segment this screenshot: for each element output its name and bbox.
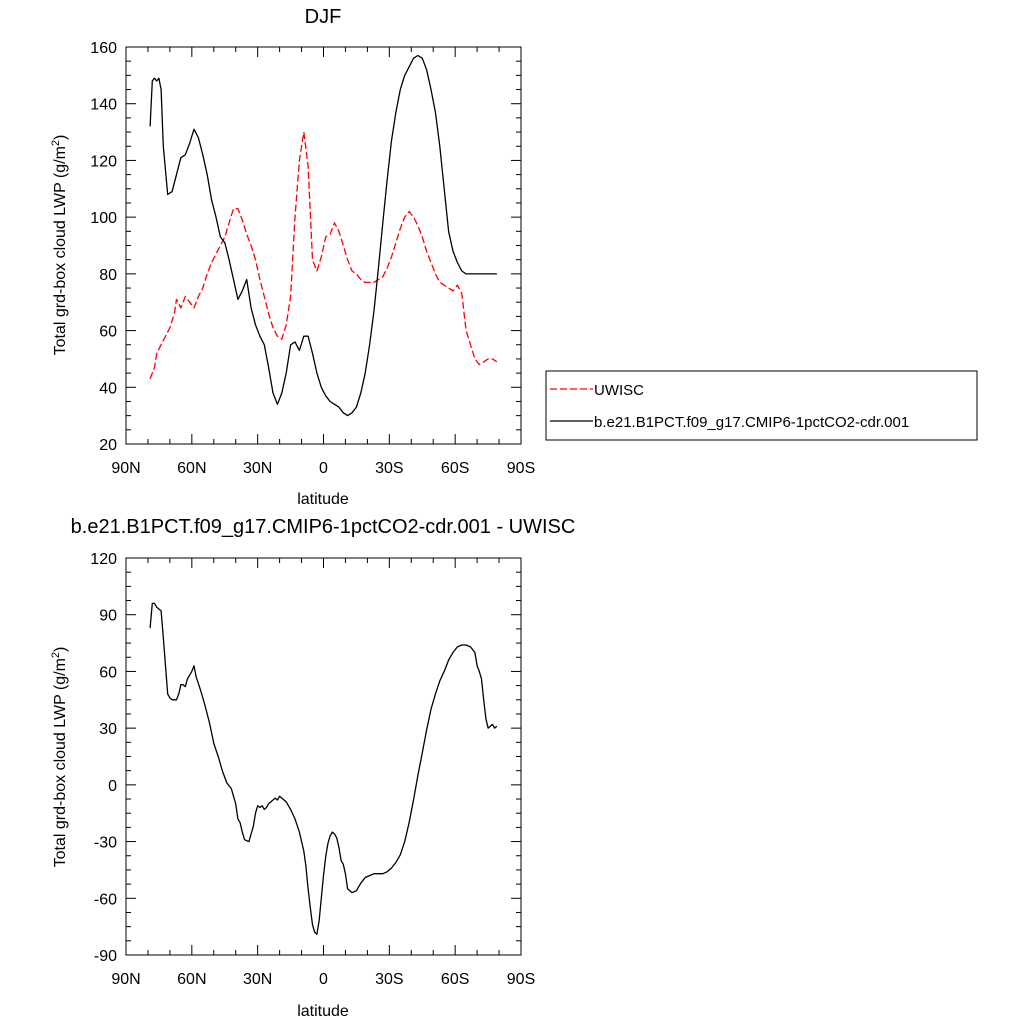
top-y-tick-label: 20 [99, 437, 117, 454]
bottom-chart-title: b.e21.B1PCT.f09_g17.CMIP6-1pctCO2-cdr.00… [71, 516, 576, 538]
bottom-y-tick-label: 60 [99, 664, 117, 681]
bottom-y-tick-label: -60 [94, 891, 117, 908]
legend-label-model: b.e21.B1PCT.f09_g17.CMIP6-1pctCO2-cdr.00… [594, 414, 909, 431]
top-y-tick-label: 160 [90, 40, 117, 57]
bottom-y-tick-label: -30 [94, 835, 117, 852]
bottom-y-tick-label: 120 [90, 551, 117, 568]
bottom-x-axis-label: latitude [297, 1003, 349, 1020]
bottom-series-line-series-0 [149, 602, 498, 935]
top-y-axis-label-end: ) [52, 135, 69, 140]
top-axis-ticks: 90N 60N 30N 0 30S 60S 90S 20 40 60 80 100 120 140 160 [90, 40, 535, 477]
top-y-axis-label-superscript: 2 [50, 140, 62, 146]
top-x-tick-label: 60N [177, 460, 206, 477]
top-x-tick-label: 30S [375, 460, 403, 477]
bottom-series-group [149, 602, 498, 935]
bottom-y-tick-label: 30 [99, 721, 117, 738]
legend: UWISC b.e21.B1PCT.f09_g17.CMIP6-1pctCO2-… [545, 370, 978, 441]
bottom-y-tick-label: 90 [99, 608, 117, 625]
bottom-x-tick-label: 90N [111, 971, 140, 988]
top-x-tick-label: 90N [111, 460, 140, 477]
top-y-tick-label: 80 [99, 267, 117, 284]
bottom-plot-frame [125, 557, 522, 956]
legend-box [545, 370, 978, 441]
bottom-y-axis-label-end: ) [52, 647, 69, 652]
legend-label-uwisc: UWISC [594, 382, 644, 399]
bottom-line-chart: b.e21.B1PCT.f09_g17.CMIP6-1pctCO2-cdr.00… [50, 516, 575, 1020]
top-y-axis-label: Total grd-box cloud LWP (g/m2) [50, 135, 69, 356]
top-x-axis-label: latitude [297, 491, 349, 508]
bottom-y-axis-label-superscript: 2 [50, 652, 62, 658]
bottom-y-tick-label: 0 [108, 778, 117, 795]
top-y-tick-label: 60 [99, 324, 117, 341]
top-x-tick-label: 60S [441, 460, 469, 477]
top-y-tick-label: 120 [90, 153, 117, 170]
bottom-y-axis-label-main: Total grd-box cloud LWP (g/m [52, 658, 69, 867]
top-series-line-uwisc [149, 131, 498, 380]
top-y-tick-label: 100 [90, 210, 117, 227]
top-x-tick-label: 30N [243, 460, 272, 477]
top-chart-title: DJF [305, 6, 342, 28]
top-line-chart: DJF 90N 60N 30N 0 30S 60S 90S 20 40 60 80 100 120 140… [50, 6, 535, 508]
bottom-x-tick-label: 30N [243, 971, 272, 988]
top-y-tick-label: 140 [90, 97, 117, 114]
bottom-y-tick-label: -90 [94, 948, 117, 965]
top-y-tick-label: 40 [99, 380, 117, 397]
top-series-line-b-e21-b1pct-f09-g17-cmip6-1pctco2-cdr-001 [149, 54, 497, 417]
bottom-x-tick-label: 60N [177, 971, 206, 988]
top-x-tick-label: 90S [507, 460, 535, 477]
bottom-x-tick-label: 30S [375, 971, 403, 988]
top-x-tick-label: 0 [319, 460, 328, 477]
top-y-axis-label-main: Total grd-box cloud LWP (g/m [52, 146, 69, 355]
bottom-x-tick-label: 60S [441, 971, 469, 988]
bottom-y-axis-label: Total grd-box cloud LWP (g/m2) [50, 647, 69, 868]
bottom-axis-ticks: 90N 60N 30N 0 30S 60S 90S -90 -60 -30 0 30 60 90 120 [90, 551, 535, 988]
top-series-group [149, 54, 498, 417]
bottom-x-tick-label: 0 [319, 971, 328, 988]
bottom-x-tick-label: 90S [507, 971, 535, 988]
